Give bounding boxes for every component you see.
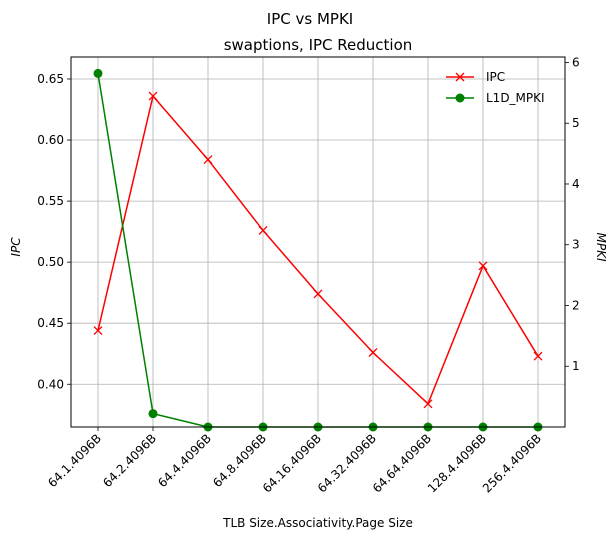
x-tick-label: 64.2.4096B <box>100 431 159 490</box>
right-y-axis-label: MPKI <box>594 233 608 262</box>
x-ticks: 64.1.4096B64.2.4096B64.4.4096B64.8.4096B… <box>45 427 544 496</box>
x-tick-label: 64.8.4096B <box>210 431 269 490</box>
right-y-tick-label: 1 <box>572 359 580 373</box>
data-point-ipc <box>93 326 103 335</box>
left-y-tick-label: 0.65 <box>37 72 64 86</box>
chart-title: IPC vs MPKI <box>267 10 353 28</box>
left-y-tick-label: 0.50 <box>37 255 64 269</box>
right-y-tick-label: 5 <box>572 116 580 130</box>
x-axis-label: TLB Size.Associativity.Page Size <box>222 516 413 530</box>
x-tick-label: 64.1.4096B <box>45 431 104 490</box>
right-y-tick-label: 6 <box>572 55 580 69</box>
right-y-tick-label: 4 <box>572 177 580 191</box>
left-y-tick-label: 0.45 <box>37 316 64 330</box>
plot-frame <box>70 56 566 428</box>
legend-item-l1d-mpki: L1D_MPKI <box>446 91 545 105</box>
left-y-tick-label: 0.40 <box>37 377 64 391</box>
data-point-ipc <box>368 348 378 357</box>
data-point-l1d-mpki <box>93 68 103 78</box>
x-tick-label: 256.4.4096B <box>480 431 544 495</box>
legend-label: L1D_MPKI <box>486 91 545 105</box>
x-tick-label: 64.4.4096B <box>155 431 214 490</box>
legend-marker <box>455 72 465 82</box>
series-ipc <box>93 91 543 409</box>
legend-marker <box>455 93 465 103</box>
right-y-tick-label: 2 <box>572 298 580 312</box>
right-y-ticks: 1 2 3 4 5 6 <box>565 55 580 373</box>
right-y-tick-label: 3 <box>572 238 580 252</box>
left-y-tick-label: 0.55 <box>37 194 64 208</box>
data-point-ipc <box>423 399 433 409</box>
data-point-ipc <box>148 91 158 101</box>
left-y-tick-label: 0.60 <box>37 133 64 147</box>
legend-item-ipc: IPC <box>446 70 505 84</box>
legend: IPC L1D_MPKI <box>446 70 545 105</box>
data-point-ipc <box>258 225 268 235</box>
data-point-ipc <box>478 261 488 271</box>
legend-label: IPC <box>486 70 505 84</box>
grid <box>71 57 565 427</box>
data-point-l1d-mpki <box>148 409 158 419</box>
left-y-axis-label: IPC <box>9 237 23 257</box>
left-y-ticks: 0.40 0.45 0.50 0.55 0.60 0.65 <box>37 72 71 391</box>
data-point-ipc <box>313 289 323 299</box>
chart-subtitle: swaptions, IPC Reduction <box>224 36 413 54</box>
data-point-ipc <box>533 351 543 361</box>
data-point-ipc <box>203 155 213 165</box>
